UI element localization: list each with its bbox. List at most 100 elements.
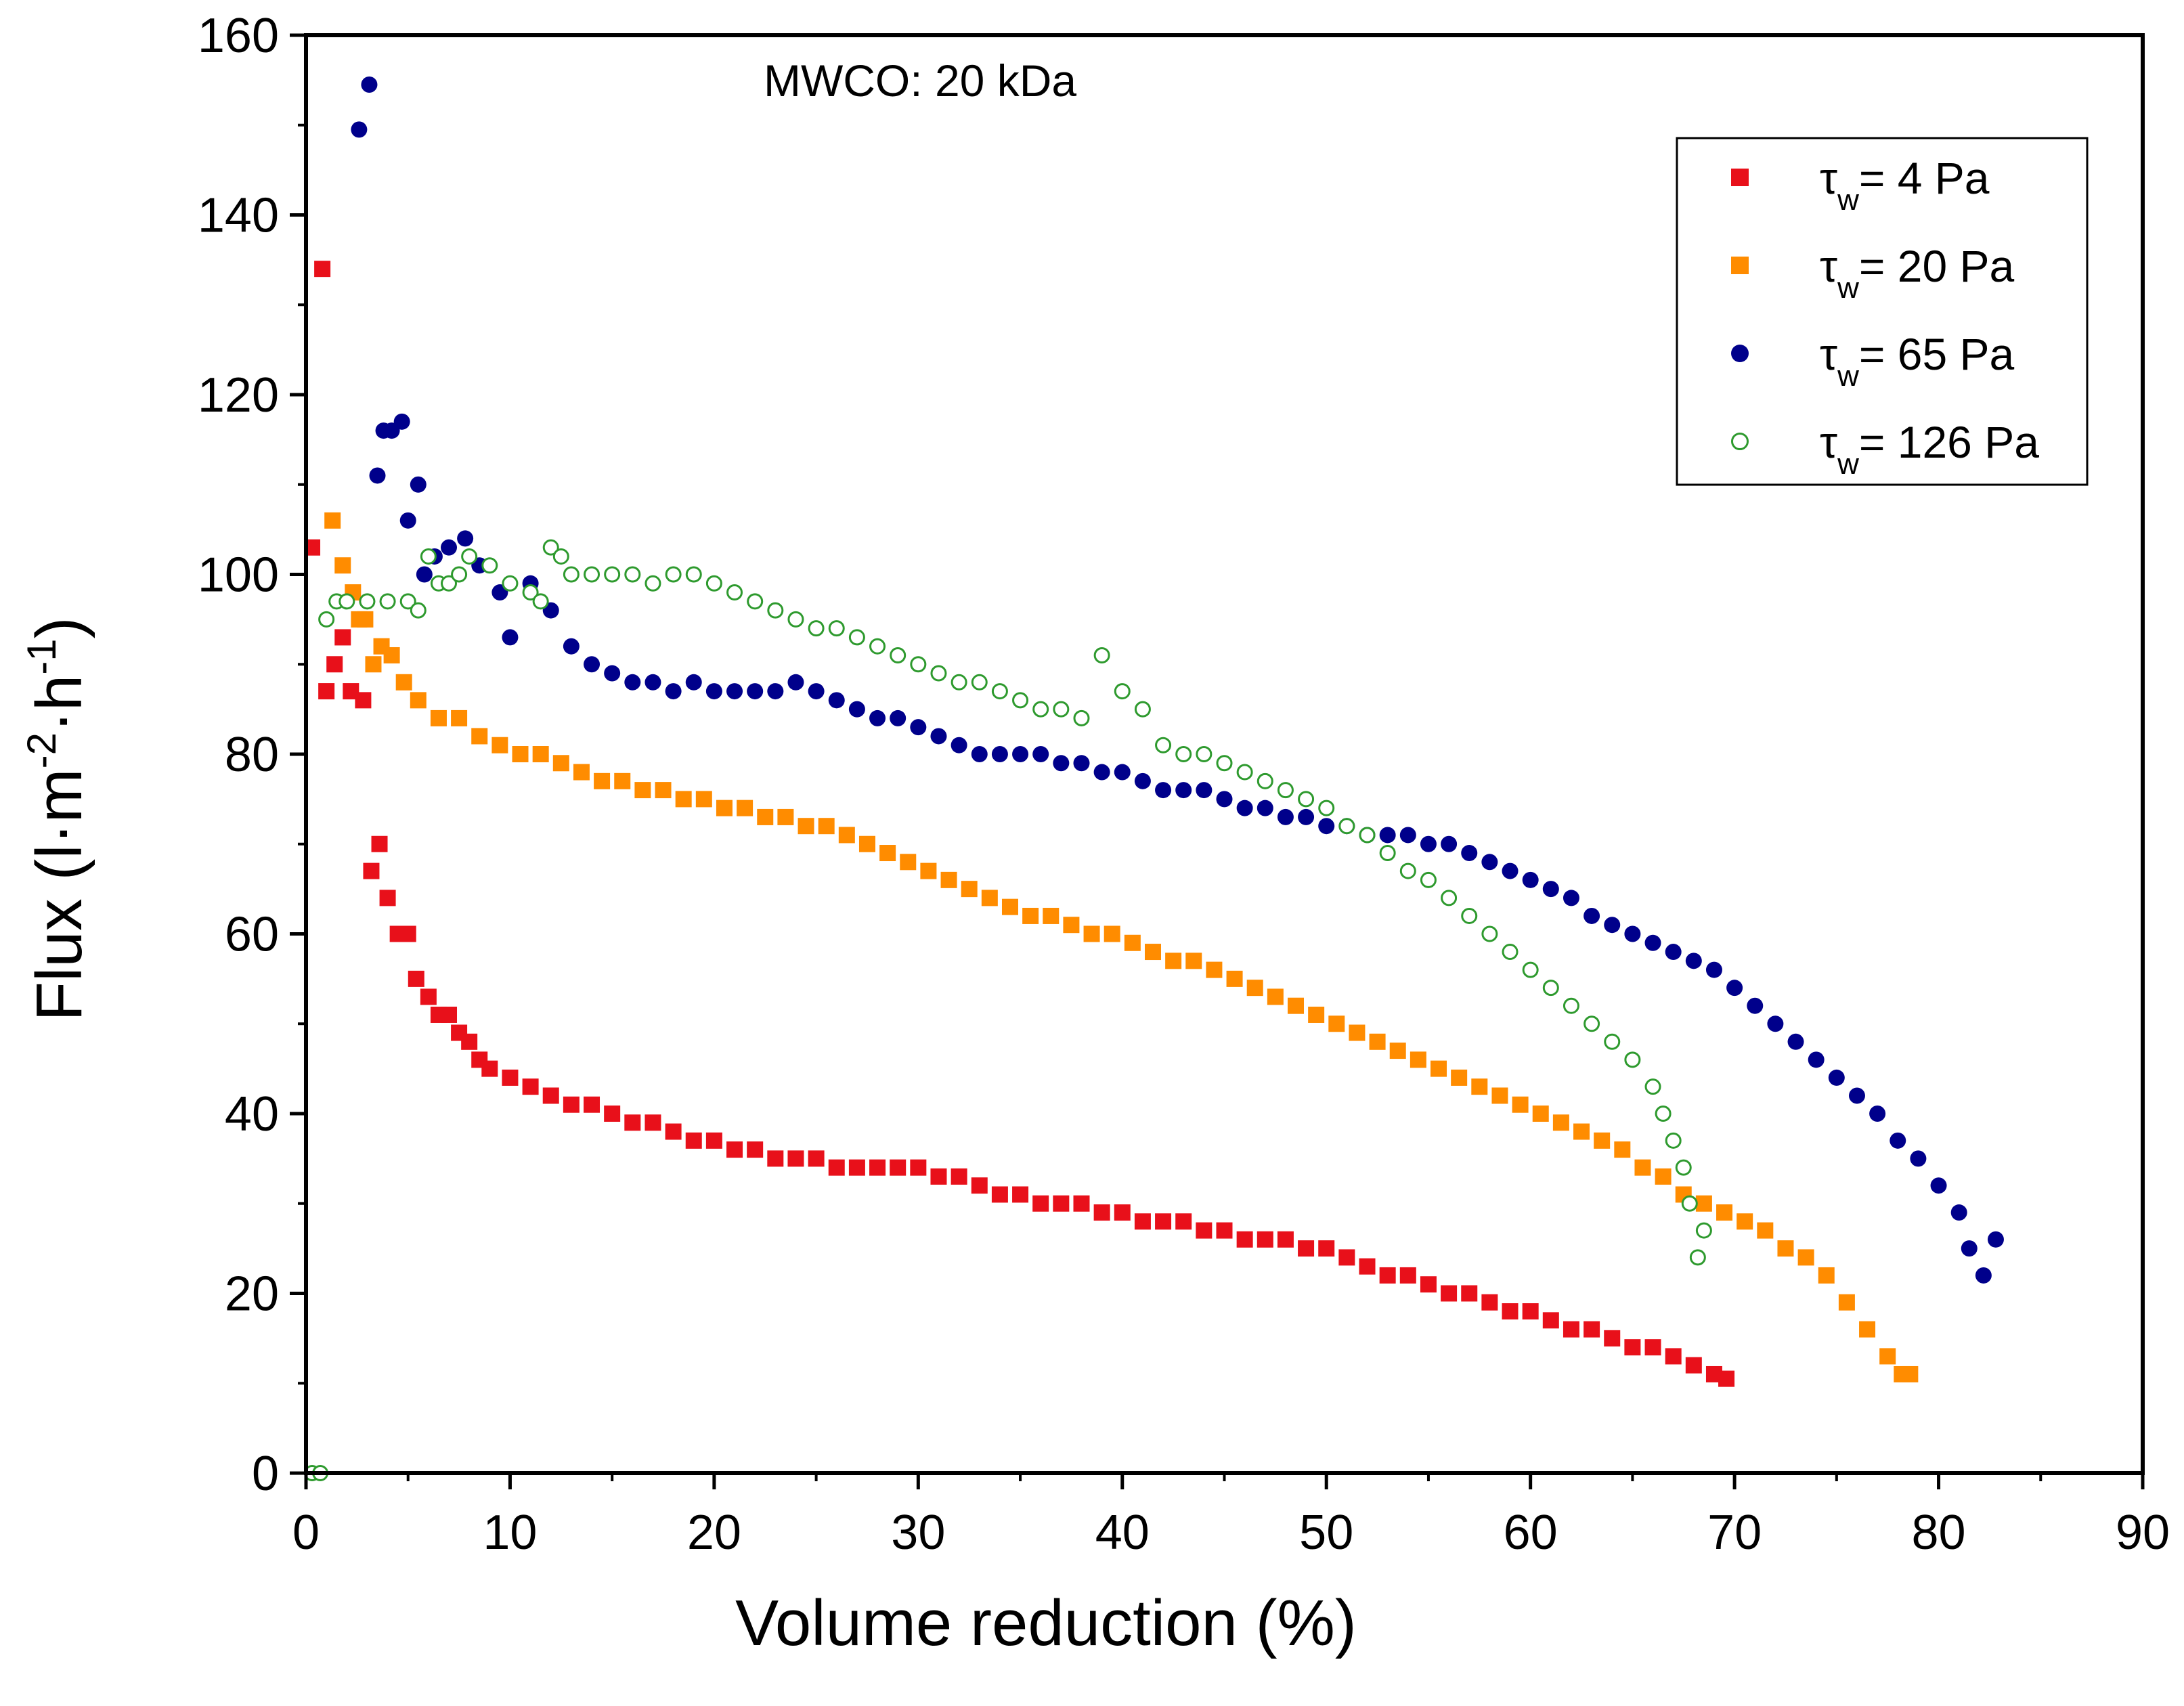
- data-point: [1987, 1231, 2004, 1248]
- data-point: [645, 575, 661, 592]
- data-point: [584, 656, 600, 673]
- data-point: [1420, 1276, 1437, 1293]
- legend-marker: [1731, 257, 1749, 274]
- data-point: [1236, 800, 1253, 816]
- data-point: [1379, 1267, 1396, 1284]
- data-point: [1053, 701, 1070, 718]
- data-point: [383, 647, 400, 663]
- data-point: [1461, 845, 1478, 862]
- data-point: [624, 566, 641, 583]
- y-tick-label: 100: [198, 548, 279, 603]
- data-point: [665, 1123, 682, 1140]
- data-point: [1410, 1051, 1426, 1068]
- data-point: [716, 800, 733, 816]
- data-point: [1685, 953, 1702, 969]
- data-point: [1950, 1204, 1967, 1221]
- data-point: [604, 566, 621, 583]
- data-point: [584, 1096, 600, 1113]
- data-point: [604, 1106, 621, 1122]
- data-point: [951, 674, 967, 691]
- data-point: [1481, 925, 1498, 942]
- data-point: [1196, 746, 1213, 762]
- data-point: [1604, 917, 1621, 934]
- data-point: [1695, 1195, 1712, 1212]
- mwco-annotation: MWCO: 20 kDa: [764, 56, 1076, 106]
- data-point: [1134, 772, 1151, 789]
- data-point: [1216, 791, 1233, 808]
- data-point: [1644, 1339, 1661, 1356]
- data-point: [338, 593, 355, 610]
- data-point: [1298, 791, 1315, 808]
- data-point: [1114, 764, 1131, 781]
- data-point: [808, 683, 825, 700]
- data-point: [451, 566, 468, 583]
- x-tick-label: 70: [1707, 1506, 1762, 1560]
- data-point: [1185, 953, 1202, 969]
- data-point: [1073, 709, 1090, 726]
- data-point: [1718, 1370, 1735, 1387]
- data-point: [930, 665, 947, 682]
- data-point: [379, 890, 396, 906]
- data-point: [1584, 907, 1600, 924]
- data-point: [1681, 1195, 1698, 1212]
- y-axis-title-exp2: -1: [19, 638, 64, 674]
- data-point: [1318, 800, 1335, 816]
- data-point: [828, 1159, 845, 1176]
- data-point: [1869, 1106, 1886, 1122]
- data-point: [1737, 1213, 1753, 1230]
- data-point: [1665, 1132, 1682, 1149]
- data-point: [1216, 755, 1233, 772]
- data-point: [848, 629, 865, 646]
- data-point: [900, 854, 917, 871]
- series-0: [304, 261, 1735, 1387]
- y-tick-label: 20: [225, 1267, 279, 1321]
- series-3: [304, 539, 1712, 1481]
- data-point: [1930, 1177, 1947, 1194]
- data-point: [1379, 827, 1396, 844]
- data-point: [1359, 827, 1376, 844]
- data-point: [604, 665, 621, 682]
- data-point: [869, 709, 886, 726]
- data-point: [951, 737, 967, 753]
- data-point: [665, 683, 682, 700]
- data-point: [1665, 1348, 1682, 1365]
- data-point: [1767, 1015, 1784, 1032]
- data-point: [1808, 1051, 1825, 1068]
- data-point: [624, 674, 641, 691]
- data-point: [1604, 1033, 1621, 1050]
- data-point: [787, 674, 804, 691]
- data-point: [594, 772, 611, 789]
- data-point: [1624, 1051, 1641, 1068]
- data-point: [542, 1087, 559, 1104]
- data-point: [451, 709, 468, 726]
- data-point: [757, 808, 774, 825]
- data-point: [1532, 1106, 1549, 1122]
- data-point: [1032, 746, 1049, 762]
- data-point: [399, 512, 416, 529]
- data-point: [1093, 647, 1110, 663]
- data-point: [767, 1150, 784, 1167]
- data-point: [1879, 1348, 1896, 1365]
- data-point: [1975, 1267, 1992, 1284]
- data-point: [1859, 1321, 1876, 1338]
- data-point: [1594, 1132, 1611, 1149]
- data-point: [869, 1159, 886, 1176]
- data-point: [930, 1168, 947, 1185]
- data-point: [685, 674, 702, 691]
- series-1: [324, 512, 1919, 1382]
- data-point: [930, 728, 947, 745]
- data-point: [393, 413, 410, 430]
- data-point: [371, 835, 388, 852]
- y-axis-title: Flux (l·m-2·h-1): [19, 617, 95, 1021]
- x-tick-label: 0: [292, 1506, 320, 1560]
- data-point: [991, 746, 1008, 762]
- data-point: [910, 656, 927, 673]
- data-point: [1012, 692, 1029, 709]
- data-point: [492, 737, 508, 753]
- y-tick-label: 60: [225, 908, 279, 962]
- data-point: [1338, 818, 1355, 835]
- data-point: [1236, 764, 1253, 781]
- data-point: [1093, 1204, 1110, 1221]
- data-point: [471, 728, 488, 745]
- data-point: [1685, 1357, 1702, 1374]
